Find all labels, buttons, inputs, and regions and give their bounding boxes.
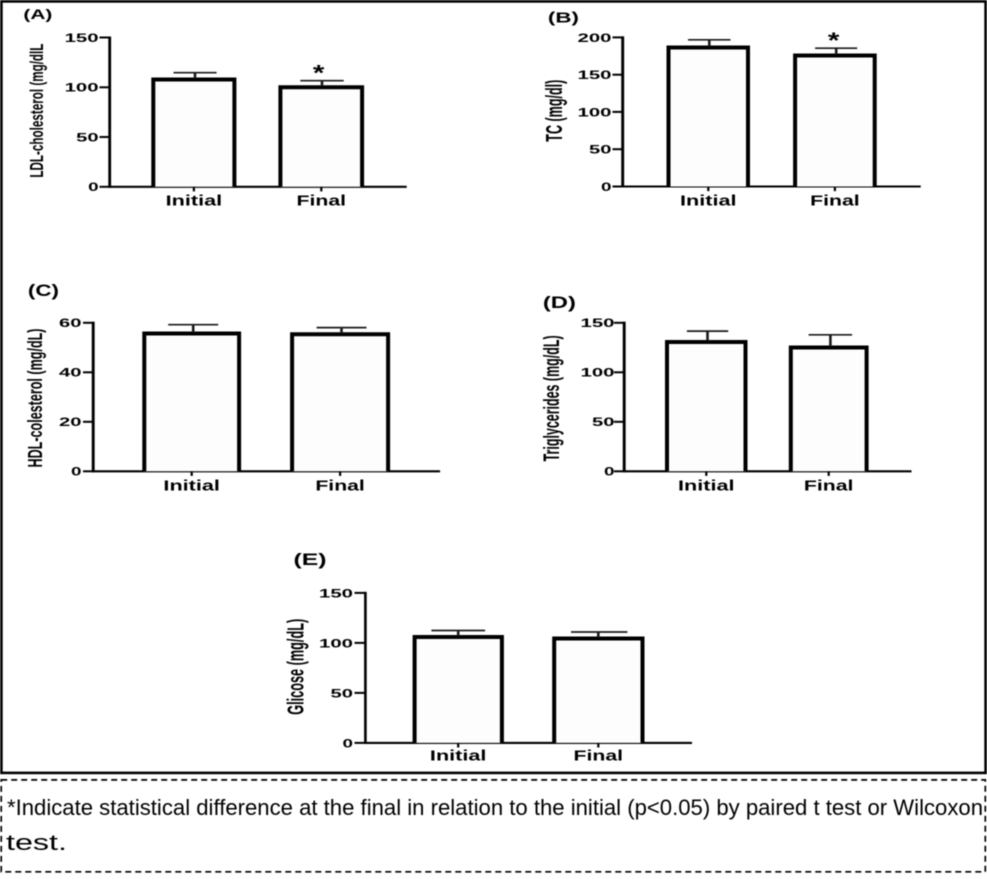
svg-text:(D): (D) — [543, 294, 576, 312]
svg-text:100: 100 — [319, 636, 354, 650]
svg-text:100: 100 — [65, 81, 100, 95]
svg-text:Initial: Initial — [163, 479, 220, 495]
svg-text:50: 50 — [589, 143, 612, 157]
svg-text:Triglycerides (mg/dL): Triglycerides (mg/dL) — [539, 335, 564, 461]
svg-text:150: 150 — [578, 68, 613, 82]
svg-text:(C): (C) — [28, 282, 59, 300]
svg-text:200: 200 — [578, 31, 613, 45]
svg-text:test.: test. — [6, 830, 67, 855]
svg-text:100: 100 — [581, 366, 616, 380]
svg-text:150: 150 — [319, 586, 354, 600]
svg-text:Final: Final — [315, 479, 365, 495]
svg-text:Final: Final — [574, 749, 624, 765]
svg-text:LDL-cholesterol (mg/dlL: LDL-cholesterol (mg/dlL — [27, 44, 47, 178]
svg-text:0: 0 — [88, 180, 99, 194]
svg-text:50: 50 — [76, 130, 99, 144]
svg-text:(A): (A) — [23, 7, 52, 22]
svg-text:50: 50 — [331, 686, 354, 700]
svg-text:150: 150 — [65, 31, 100, 45]
svg-text:Final: Final — [810, 194, 860, 210]
svg-text:Initial: Initial — [430, 749, 487, 765]
svg-text:Glicose (mg/dL): Glicose (mg/dL) — [283, 619, 309, 715]
svg-text:60: 60 — [59, 316, 82, 330]
svg-text:40: 40 — [59, 366, 82, 380]
svg-text:*: * — [313, 61, 325, 86]
svg-text:0: 0 — [604, 465, 615, 479]
svg-text:150: 150 — [581, 316, 616, 330]
svg-text:50: 50 — [592, 415, 615, 429]
svg-text:*: * — [828, 28, 840, 53]
svg-text:(B): (B) — [548, 9, 579, 26]
svg-text:100: 100 — [578, 105, 613, 119]
svg-text:Initial: Initial — [678, 479, 735, 495]
svg-text:(E): (E) — [294, 550, 327, 569]
svg-text:Final: Final — [297, 194, 347, 210]
svg-text:*Indicate statistical differen: *Indicate statistical difference at the … — [7, 795, 983, 820]
svg-text:0: 0 — [601, 180, 612, 194]
svg-text:TC (mg/dl): TC (mg/dl) — [541, 80, 567, 142]
svg-text:Initial: Initial — [680, 194, 737, 210]
svg-text:0: 0 — [343, 736, 354, 750]
svg-text:HDL-colesterol (mg/dL): HDL-colesterol (mg/dL) — [25, 329, 47, 468]
svg-text:20: 20 — [59, 415, 82, 429]
svg-text:0: 0 — [71, 465, 82, 479]
svg-text:Final: Final — [804, 479, 854, 495]
svg-text:Initial: Initial — [166, 194, 223, 210]
